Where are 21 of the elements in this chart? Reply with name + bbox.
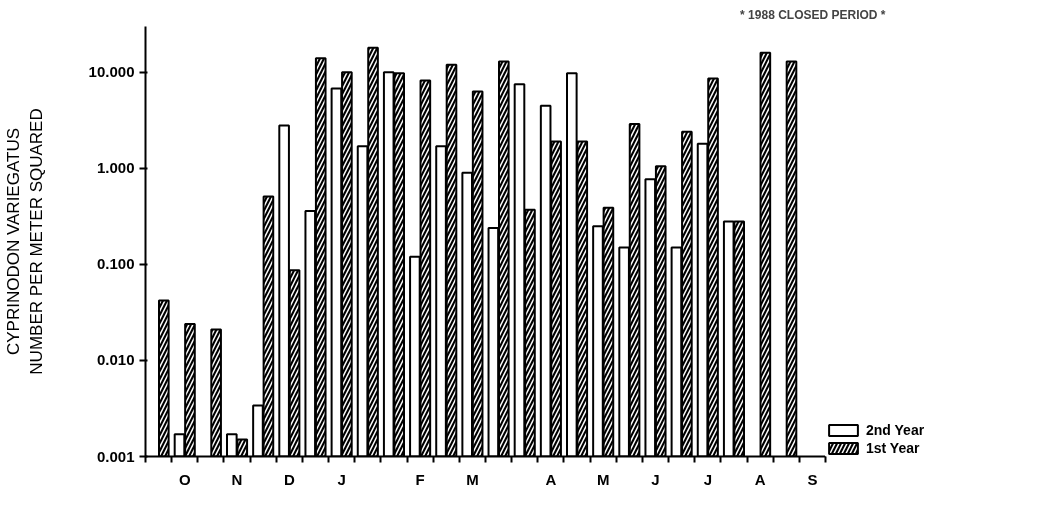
x-tick-label: S	[807, 470, 818, 488]
x-tick-label: J	[337, 470, 346, 488]
x-tick-label: M	[466, 470, 479, 488]
y-tick-label: 10.000	[88, 63, 135, 81]
legend-label: 1st Year	[866, 440, 920, 456]
legend-label: 2nd Year	[866, 422, 925, 438]
y-tick-label: 0.001	[96, 447, 135, 465]
x-tick-label: A	[545, 470, 557, 488]
x-tick-label: N	[231, 470, 243, 488]
x-tick-label: J	[651, 470, 660, 488]
y-tick-label: 1.000	[96, 159, 135, 177]
x-tick-label: M	[596, 470, 610, 488]
y-axis-title: CYPRINODON VARIEGATUS NUMBER PER METER SQUARED	[3, 108, 46, 375]
x-tick-label: F	[415, 470, 425, 488]
x-tick-label: D	[283, 470, 295, 488]
x-tick-label: J	[703, 470, 712, 488]
x-tick-label: O	[178, 470, 191, 488]
text: * 1988 CLOSED PERIOD *	[740, 7, 886, 22]
x-tick-label: A	[754, 470, 766, 488]
y-tick-label: 0.010	[96, 351, 135, 369]
y-tick-label: 0.100	[96, 255, 135, 273]
